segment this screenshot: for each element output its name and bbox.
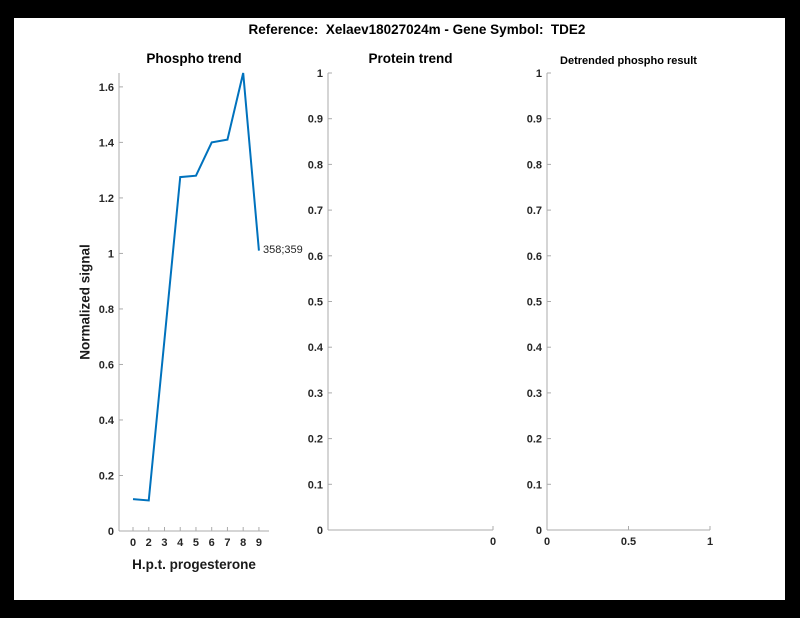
y-tick-label: 0.3 <box>308 388 323 400</box>
y-tick-label: 0.9 <box>527 114 542 126</box>
x-tick-label: 0 <box>544 536 550 548</box>
y-tick-label: 0.5 <box>527 297 542 309</box>
y-tick-label: 0.5 <box>308 297 323 309</box>
y-tick-label: 1.4 <box>99 137 115 149</box>
y-tick-label: 0.2 <box>308 434 323 446</box>
y-tick-label: 0.4 <box>527 342 543 354</box>
y-tick-label: 0 <box>317 525 323 537</box>
y-tick-label: 0.7 <box>527 205 542 217</box>
x-tick-label: 3 <box>161 537 167 549</box>
y-tick-label: 1 <box>536 68 542 80</box>
y-tick-label: 1.6 <box>99 82 114 94</box>
y-tick-label: 0.9 <box>308 114 323 126</box>
y-tick-label: 0.2 <box>527 434 542 446</box>
x-tick-label: 8 <box>240 537 246 549</box>
y-tick-label: 0.8 <box>527 159 542 171</box>
y-tick-label: 0.8 <box>308 159 323 171</box>
y-tick-label: 1 <box>317 68 323 80</box>
y-tick-label: 0.7 <box>308 205 323 217</box>
figure-canvas: Reference: Xelaev18027024m - Gene Symbol… <box>14 18 785 600</box>
y-tick-label: 1.2 <box>99 193 114 205</box>
y-tick-label: 0.4 <box>99 415 115 427</box>
x-tick-label: 9 <box>256 537 262 549</box>
y-tick-label: 0.2 <box>99 470 114 482</box>
x-tick-label: 2 <box>146 537 152 549</box>
y-tick-label: 0.6 <box>527 251 542 263</box>
y-tick-label: 0 <box>536 525 542 537</box>
y-tick-label: 1 <box>108 248 114 260</box>
y-tick-label: 0.8 <box>99 304 114 316</box>
plot2-title: Protein trend <box>368 51 453 66</box>
plot1-title: Phospho trend <box>146 51 242 66</box>
x-tick-label: 0 <box>490 536 496 548</box>
y-tick-label: 0.1 <box>308 479 323 491</box>
y-tick-label: 0 <box>108 526 114 538</box>
y-tick-label: 0.6 <box>99 359 114 371</box>
y-tick-label: 0.3 <box>527 388 542 400</box>
x-tick-label: 6 <box>209 537 215 549</box>
y-tick-label: 0.4 <box>308 342 324 354</box>
figure-title: Reference: Xelaev18027024m - Gene Symbol… <box>248 22 586 37</box>
x-tick-label: 0 <box>130 537 136 549</box>
x-tick-label: 0.5 <box>621 536 636 548</box>
plots-canvas: 00.20.40.60.811.21.41.60 2 3 4 5 6 7 8 900.10.20… <box>99 68 713 549</box>
x-tick-label: 5 <box>193 537 199 549</box>
trend-line <box>132 72 260 502</box>
x-tick-label: 4 <box>177 537 184 549</box>
data-point-annotation: 358;359 <box>263 244 303 256</box>
y-tick-label: 0.1 <box>527 479 542 491</box>
x-tick-label: 7 <box>224 537 230 549</box>
x-tick-label: 1 <box>707 536 713 548</box>
plot1-x-axis-label: H.p.t. progesterone <box>132 557 256 572</box>
y-tick-label: 0.6 <box>308 251 323 263</box>
plot3-title: Detrended phospho result <box>560 55 697 67</box>
